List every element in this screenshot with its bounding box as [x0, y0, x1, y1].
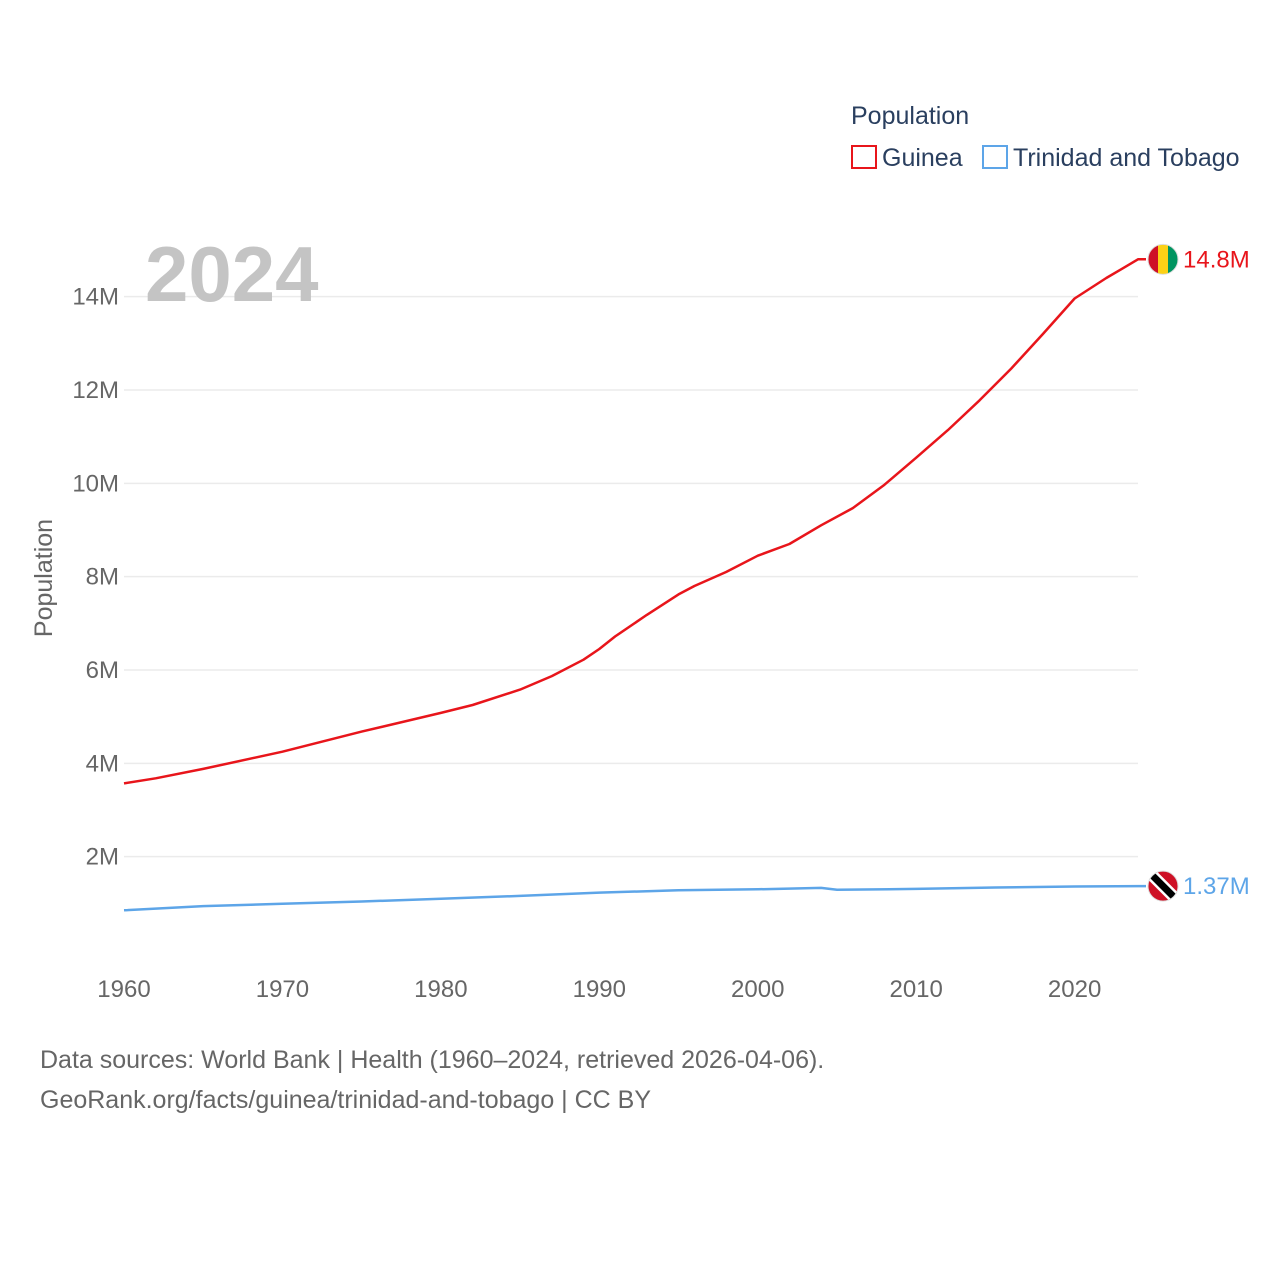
x-tick-label: 1990: [573, 976, 626, 1003]
y-tick-label: 10M: [72, 470, 119, 497]
legend-title: Population: [851, 102, 969, 130]
y-tick-label: 6M: [86, 657, 119, 684]
grid-lines: [124, 295, 1138, 858]
y-tick-label: 12M: [72, 377, 119, 404]
legend-item-trinidad-and-tobago[interactable]: Trinidad and Tobago: [982, 144, 1240, 172]
end-value-label-guinea: 14.8M: [1183, 246, 1250, 273]
population-line-chart: 2M 4M 6M 8M 10M 12M 14M 1960 1970 1980 1990 2000 20…: [30, 102, 1250, 1003]
legend-item-guinea[interactable]: Guinea: [851, 144, 963, 172]
series-lines: [123, 258, 1146, 912]
x-tick-label: 2010: [889, 976, 942, 1003]
legend-swatch-trinidad-and-tobago: [982, 145, 1008, 169]
y-axis-title: Population: [30, 519, 58, 637]
y-tick-label: 8M: [86, 564, 119, 591]
current-year-label: 2024: [145, 230, 319, 318]
footer: Data sources: World Bank | Health (1960–…: [40, 1040, 824, 1120]
x-tick-label: 1970: [256, 976, 309, 1003]
series-line-guinea[interactable]: [123, 258, 1146, 785]
series-line-trinidad-and-tobago[interactable]: [123, 884, 1146, 912]
y-tick-label: 2M: [86, 844, 119, 871]
end-value-label-trinidad-and-tobago: 1.37M: [1183, 873, 1250, 900]
series-end-markers: 14.8M 1.37M: [1147, 243, 1250, 902]
guinea-flag: [1148, 244, 1178, 275]
y-tick-label: 14M: [72, 284, 119, 311]
footer-source-link[interactable]: GeoRank.org/facts/guinea/trinidad-and-to…: [40, 1086, 652, 1114]
x-axis-tick-labels: 1960 1970 1980 1990 2000 2010 2020: [97, 976, 1101, 1003]
x-tick-label: 1960: [97, 976, 150, 1003]
x-tick-label: 2000: [731, 976, 784, 1003]
x-tick-label: 2020: [1048, 976, 1101, 1003]
legend-swatch-guinea: [851, 145, 877, 169]
legend-label-trinidad-and-tobago: Trinidad and Tobago: [1013, 144, 1240, 172]
footer-data-sources: Data sources: World Bank | Health (1960–…: [40, 1046, 825, 1074]
x-tick-label: 1980: [414, 976, 467, 1003]
legend: Population Guinea Trinidad and Tobago: [851, 102, 1240, 172]
trinidad-and-tobago-flag: [1148, 871, 1178, 902]
y-axis-tick-labels: 2M 4M 6M 8M 10M 12M 14M: [72, 284, 119, 871]
y-tick-label: 4M: [86, 750, 119, 777]
legend-label-guinea: Guinea: [882, 144, 963, 172]
